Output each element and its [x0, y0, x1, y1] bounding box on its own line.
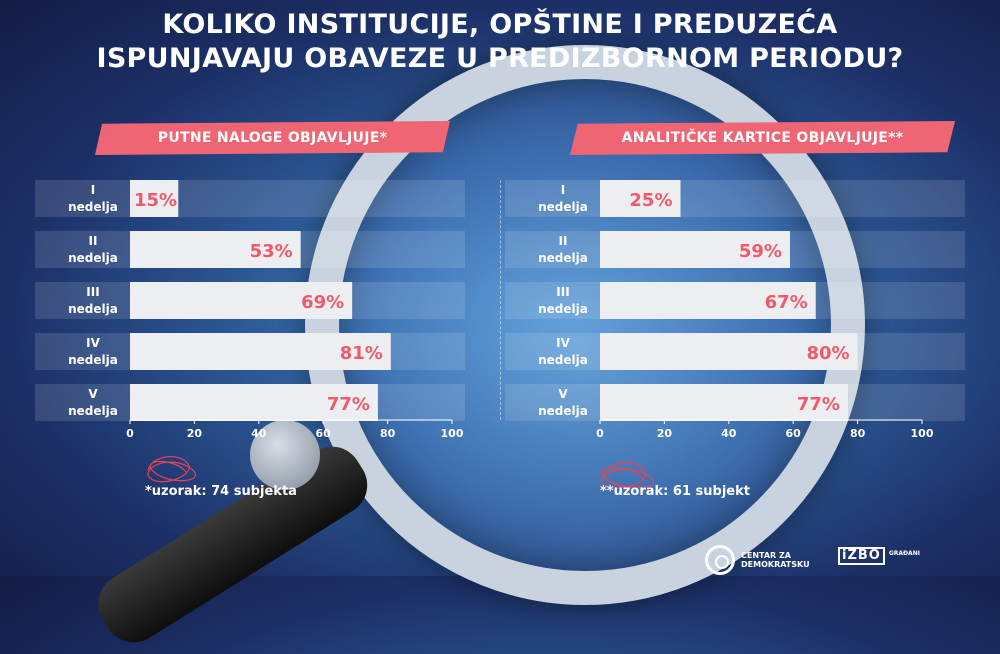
cdt-logo-line-1: CENTAR ZA [741, 551, 791, 560]
scribble-decoration-right [600, 462, 655, 489]
left-category-numeral: IV [86, 336, 100, 350]
right-value-label-2: 59% [739, 241, 782, 262]
left-x-tick-label: 40 [251, 427, 267, 440]
right-chart-title: ANALITIČKE KARTICE OBJAVLJUJE** [570, 121, 955, 155]
right-bar-2 [600, 231, 790, 268]
chart-divider [500, 180, 501, 420]
left-row-band [35, 180, 465, 217]
left-category-numeral: III [86, 285, 99, 299]
title-line-2: ISPUNJAVAJU OBAVEZE U PREDIZBORNOM PERIO… [96, 43, 904, 74]
right-x-tick-label: 0 [596, 427, 604, 440]
left-value-label-2: 53% [250, 241, 293, 262]
sample-note-left: *uzorak: 74 subjekta [145, 484, 297, 499]
cdt-logo-mark-icon [705, 545, 735, 575]
title-line-1: KOLIKO INSTITUCIJE, OPŠTINE I PREDUZEĆA [162, 9, 838, 40]
left-value-label-1: 15% [134, 190, 177, 211]
right-x-tick-label: 100 [911, 427, 934, 440]
right-bar-4 [600, 333, 858, 370]
left-category-numeral: I [91, 183, 95, 197]
right-category-word: nedelja [538, 251, 588, 265]
right-category-word: nedelja [538, 200, 588, 214]
izbori-logo-box: iZBO [838, 547, 885, 565]
left-x-tick-label: 80 [380, 427, 396, 440]
cdt-logo-line-2: DEMOKRATSKU [741, 560, 810, 569]
left-value-label-5: 77% [327, 394, 370, 415]
left-category-numeral: V [88, 387, 98, 401]
left-category-word: nedelja [68, 302, 118, 316]
right-value-label-1: 25% [629, 190, 672, 211]
right-value-label-5: 77% [797, 394, 840, 415]
izbori-logo-small: GRAĐANI [888, 550, 920, 557]
right-category-word: nedelja [538, 302, 588, 316]
left-x-tick-label: 60 [316, 427, 332, 440]
cdt-logo-text: CENTAR ZA DEMOKRATSKU [741, 551, 810, 569]
cdt-logo: CENTAR ZA DEMOKRATSKU [705, 545, 810, 575]
left-bar-5 [130, 384, 378, 421]
right-x-tick-label: 60 [786, 427, 802, 440]
left-chart-title: PUTNE NALOGE OBJAVLJUJE* [95, 121, 450, 155]
left-category-word: nedelja [68, 251, 118, 265]
right-bar-5 [600, 384, 848, 421]
right-x-tick-label: 40 [721, 427, 737, 440]
left-x-tick-label: 20 [187, 427, 203, 440]
left-category-numeral: II [89, 234, 98, 248]
right-category-numeral: II [559, 234, 568, 248]
right-bar-3 [600, 282, 816, 319]
right-category-word: nedelja [538, 353, 588, 367]
left-bar-2 [130, 231, 301, 268]
left-bar-1 [130, 180, 179, 217]
right-x-tick-label: 80 [850, 427, 866, 440]
left-category-word: nedelja [68, 200, 118, 214]
right-value-label-4: 80% [807, 343, 850, 364]
right-category-numeral: I [561, 183, 565, 197]
scribble-decoration-left [147, 456, 197, 483]
left-category-word: nedelja [68, 353, 118, 367]
right-bar-1 [600, 180, 681, 217]
right-x-tick-label: 20 [657, 427, 673, 440]
left-bar-3 [130, 282, 353, 319]
right-category-numeral: III [556, 285, 569, 299]
sample-note-right: **uzorak: 61 subjekt [600, 484, 750, 499]
right-category-numeral: V [558, 387, 568, 401]
izbori-logo: iZBO GRAĐANI [838, 547, 920, 565]
left-value-label-4: 81% [340, 343, 383, 364]
page-title: KOLIKO INSTITUCIJE, OPŠTINE I PREDUZEĆA … [0, 8, 1000, 76]
right-category-numeral: IV [556, 336, 570, 350]
right-value-label-3: 67% [765, 292, 808, 313]
right-row-band [505, 180, 965, 217]
left-x-tick-label: 100 [441, 427, 464, 440]
right-category-word: nedelja [538, 404, 588, 418]
magnifying-glass-knob-background [250, 420, 320, 490]
left-category-word: nedelja [68, 404, 118, 418]
left-value-label-3: 69% [301, 292, 344, 313]
left-x-tick-label: 0 [126, 427, 134, 440]
left-bar-4 [130, 333, 391, 370]
